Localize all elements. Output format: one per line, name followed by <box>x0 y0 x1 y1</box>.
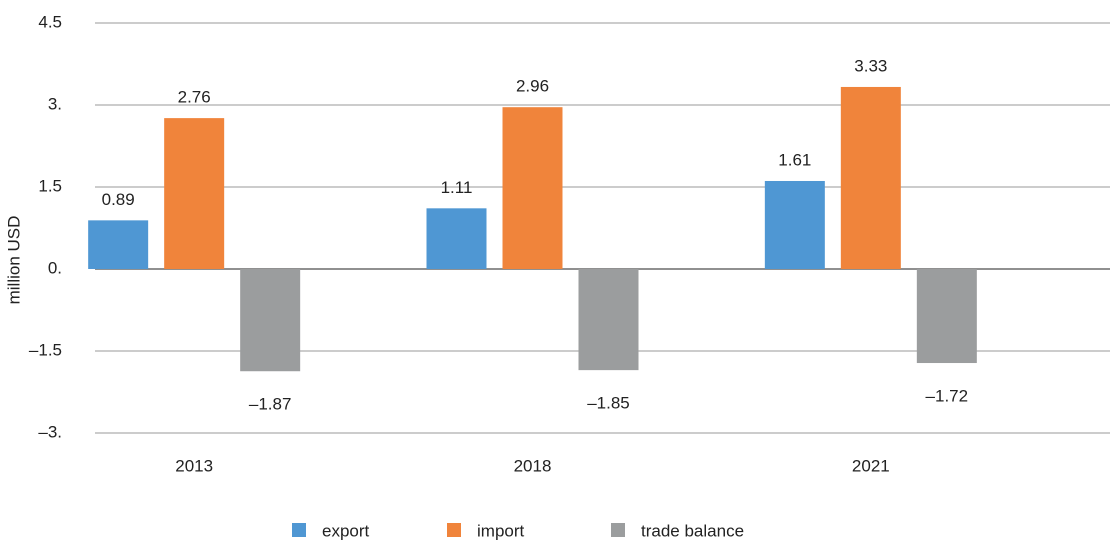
value-label: 3.33 <box>854 56 887 75</box>
bar <box>502 107 563 269</box>
bar <box>578 269 639 371</box>
bar <box>764 180 825 269</box>
bar <box>164 118 225 270</box>
value-label: 2.96 <box>516 77 549 96</box>
y-axis-title: million USD <box>4 216 23 305</box>
bar <box>88 220 149 269</box>
value-label: –1.85 <box>587 394 630 413</box>
value-label: 1.11 <box>441 178 473 197</box>
value-label: 1.61 <box>778 150 811 169</box>
y-tick-label: 4.5 <box>38 12 62 31</box>
y-tick-label: 0. <box>48 258 62 277</box>
legend-swatch <box>611 523 625 537</box>
bar <box>426 208 487 269</box>
legend-label: export <box>322 521 370 540</box>
x-tick-label: 2013 <box>175 456 213 475</box>
x-tick-label: 2018 <box>514 456 552 475</box>
value-label: –1.72 <box>926 387 969 406</box>
x-tick-label: 2021 <box>852 456 890 475</box>
y-tick-label: 1.5 <box>38 176 62 195</box>
bar <box>240 269 301 372</box>
y-tick-label: 3. <box>48 94 62 113</box>
value-label: 0.89 <box>102 190 135 209</box>
legend-swatch <box>447 523 461 537</box>
legend-label: import <box>477 521 525 540</box>
value-label: –1.87 <box>249 395 292 414</box>
value-label: 2.76 <box>178 88 211 107</box>
bar <box>916 269 977 364</box>
legend-label: trade balance <box>641 521 744 540</box>
y-tick-label: –1.5 <box>29 340 62 359</box>
y-tick-label: –3. <box>38 422 62 441</box>
legend-swatch <box>292 523 306 537</box>
bar <box>840 86 901 270</box>
